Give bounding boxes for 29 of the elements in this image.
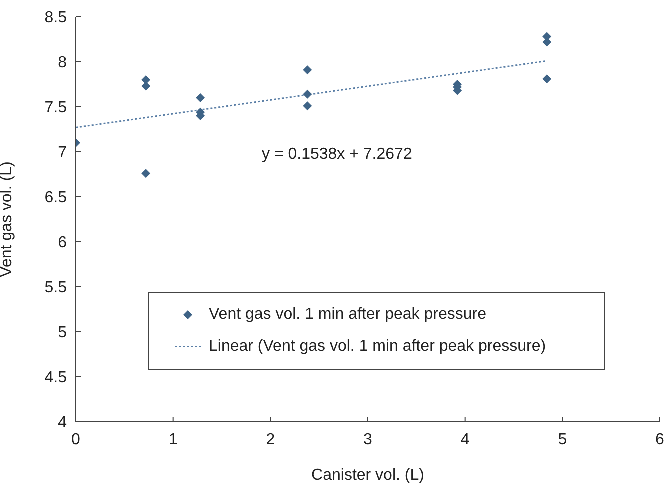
y-tick-label: 7	[58, 144, 68, 162]
point	[542, 74, 552, 84]
annotation: y = 0.1538x + 7.2672	[262, 146, 412, 164]
y-tick-label: 8.5	[44, 10, 68, 27]
x-tick-label: 0	[72, 431, 81, 448]
point	[142, 76, 151, 84]
point	[196, 94, 206, 102]
x-tick-label: 5	[558, 431, 568, 448]
legend-label: Vent gas vol. 1 min after peak pressure	[209, 306, 486, 324]
y-axis-title: Vent gas vol. (L)	[0, 162, 16, 278]
y-tick-label: 4.5	[44, 370, 68, 387]
y-tick-label: 5.5	[44, 280, 68, 297]
x-tick-label: 1	[168, 431, 178, 448]
x-tick-label: 3	[364, 431, 373, 448]
point	[303, 66, 312, 75]
point	[142, 169, 151, 178]
point	[303, 102, 312, 111]
y-tick-label: 6	[58, 234, 68, 252]
legend-label: Linear (Vent gas vol. 1 min after peak pressure)	[209, 338, 546, 356]
y-tick-label: 6.5	[44, 190, 68, 207]
y-tick-label: 5	[58, 324, 68, 342]
x-tick-label: 4	[460, 431, 470, 448]
y-tick-label: 4	[58, 414, 68, 432]
y-tick-label: 7.5	[44, 100, 68, 117]
x-tick-label: 2	[266, 431, 276, 448]
x-axis-title: Canister vol. (L)	[312, 467, 424, 484]
x-tick-label: 6	[656, 431, 665, 448]
point	[303, 90, 312, 99]
y-tick-label: 8	[58, 54, 68, 72]
